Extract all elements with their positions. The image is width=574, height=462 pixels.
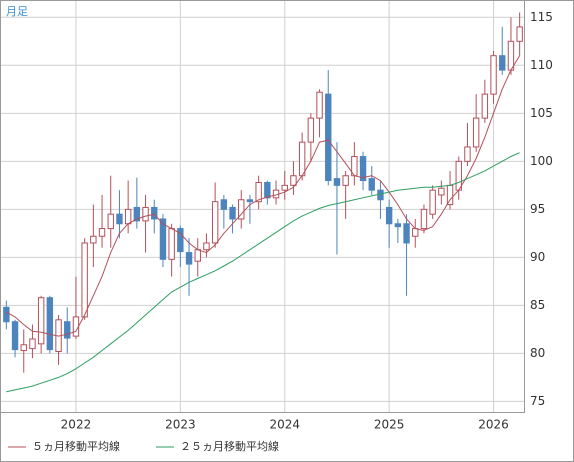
x-tick-label: 2023 [165, 418, 196, 432]
candle-body [229, 206, 236, 220]
candle-body [159, 218, 167, 260]
candle-body [29, 338, 36, 350]
candle-body [368, 178, 375, 191]
candle-body [107, 213, 114, 230]
candle-body [281, 184, 288, 191]
x-tick-label: 2026 [478, 418, 509, 432]
candle-body [151, 206, 158, 220]
y-tick-label: 110 [530, 58, 553, 72]
candle-body [177, 228, 184, 253]
ma-line [6, 152, 520, 393]
y-tick-label: 75 [530, 394, 545, 408]
candle-body [72, 316, 80, 337]
candle-body [499, 55, 506, 71]
candle-body [20, 344, 27, 352]
candle-body [142, 206, 149, 222]
plot-area [0, 0, 525, 413]
y-tick-label: 95 [530, 202, 545, 216]
x-tick-label: 2024 [269, 418, 300, 432]
candle-body [64, 321, 71, 339]
candle-body [342, 175, 349, 186]
candle-body [211, 201, 219, 244]
candle-body [37, 297, 45, 345]
candle-body [203, 242, 210, 251]
chart-title: 月足 [6, 5, 28, 18]
y-tick-label: 85 [530, 298, 545, 312]
candle-body [46, 297, 54, 351]
candle-body [472, 117, 480, 148]
candle-body [377, 189, 384, 201]
candle-body [412, 228, 419, 237]
candle-body [133, 206, 141, 222]
candle-body [325, 93, 332, 182]
candle-body [185, 252, 193, 265]
y-tick-label: 90 [530, 250, 545, 264]
candle-body [516, 26, 523, 42]
legend-label: ５ヵ月移動平均線 [32, 439, 120, 453]
candle-body [307, 117, 315, 143]
candle-body [194, 249, 201, 262]
candle-body [290, 175, 297, 186]
ma-line [6, 55, 521, 337]
candle-body [264, 181, 271, 199]
candle-body [464, 146, 471, 162]
y-tick-label: 105 [530, 106, 553, 120]
candle-body [168, 228, 175, 260]
candle-body [385, 206, 393, 225]
candle-body [81, 242, 88, 318]
candle-body [507, 40, 515, 71]
candle-body [246, 199, 254, 203]
y-tick-label: 100 [530, 154, 553, 168]
candle-body [359, 156, 367, 182]
y-tick-label: 115 [530, 10, 553, 24]
candle-body [98, 228, 106, 237]
candle-body [238, 199, 245, 220]
candle-body [420, 208, 428, 230]
candle-body [316, 91, 323, 119]
candle-body [11, 321, 19, 351]
candle-body [394, 223, 402, 228]
candle-body [90, 235, 97, 244]
candle-body [3, 306, 10, 323]
candle-body [124, 208, 132, 225]
y-tick-label: 80 [530, 346, 545, 360]
candle-body [438, 187, 445, 196]
candle-body [333, 178, 341, 186]
candle-body [481, 93, 489, 119]
candle-body [255, 181, 262, 203]
x-tick-label: 2022 [61, 418, 92, 432]
candle-body [298, 141, 306, 177]
candle-body [446, 184, 454, 206]
candle-body [490, 55, 497, 95]
candle-body [403, 223, 410, 244]
candle-body [429, 189, 436, 215]
x-tick-label: 2025 [374, 418, 405, 432]
legend-label: ２５ヵ月移動平均線 [180, 439, 279, 453]
candle-body [116, 213, 123, 225]
candle-body [220, 199, 228, 210]
candle-body [455, 160, 462, 191]
